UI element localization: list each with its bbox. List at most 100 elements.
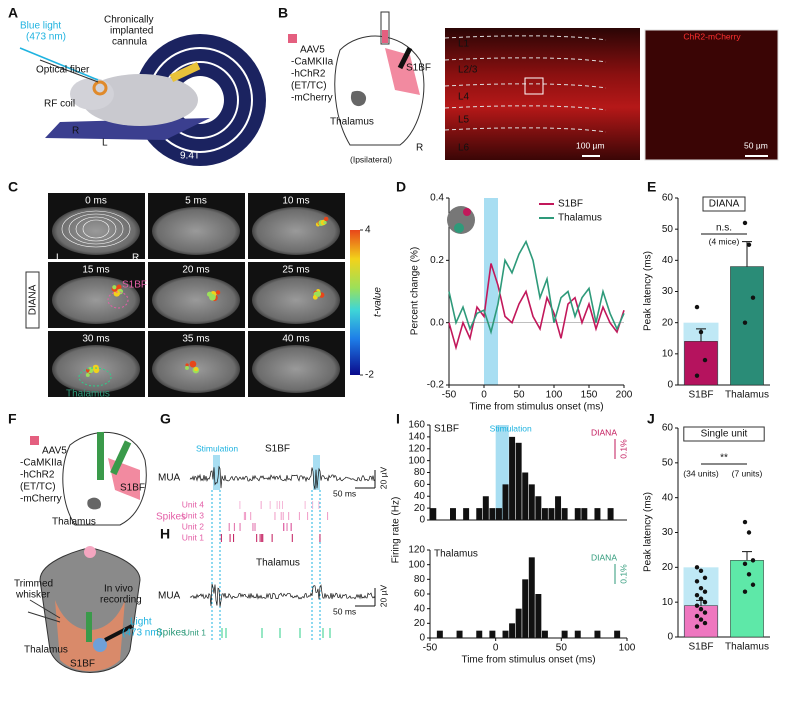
panel-label: H [160,526,170,542]
activation [85,373,90,377]
inset-roi [454,223,464,233]
activation [85,368,90,373]
activation [194,367,199,372]
histogram-bar [614,630,621,638]
frame-label: 30 ms [82,334,109,345]
x-tick-label: Thalamus [725,642,769,653]
y-tick-label: 120 [408,443,425,454]
data-point [702,599,708,605]
data-point [694,373,700,378]
label: AAV5 [300,45,325,56]
series-line [448,239,625,335]
side-label: R [132,253,139,264]
y-tick-label: 60 [414,479,426,490]
panel-label: F [8,411,17,427]
y-tick-label: 0 [419,515,425,526]
atlas-outline [61,210,131,248]
label: (473 nm) [122,628,162,639]
histogram-bar [535,496,542,520]
label: Thalamus [256,558,300,569]
y-tick-label: 160 [408,420,425,431]
label: MUA [158,591,181,602]
histogram-bar [594,508,601,520]
activation [323,220,327,225]
histogram-bar [561,508,568,520]
label: S1BF [406,63,431,74]
annotation: ** [720,453,728,464]
activation [185,363,189,367]
data-point [750,558,756,563]
label: S1BF [70,659,95,670]
histogram-bar [581,508,588,520]
layer-label: L1 [458,39,470,50]
label: -CaMKIIa [291,57,334,68]
frame-label: 0 ms [85,196,107,207]
frame-label: 25 ms [282,265,309,276]
x-tick-label: 50 [556,643,568,654]
data-point [742,320,748,325]
y-tick-label: 10 [662,597,674,608]
scale-label: 20 µV [378,466,388,489]
roi-label: Thalamus [66,389,110,400]
y-tick-label: 0 [419,633,425,644]
ephys-traces [189,455,376,640]
label: recording [100,595,142,606]
error-bar [742,551,752,561]
histogram-bar [450,508,456,520]
stain-label: ChR2-mCherry [683,31,741,41]
inset-roi [463,208,471,216]
label: -mCherry [20,494,62,505]
x-tick-label: 0 [481,390,487,401]
panel-c-images [48,193,345,397]
mua-trace [189,583,376,607]
histogram-bar [430,508,437,520]
bar [730,560,764,638]
data-point [742,519,748,525]
histogram-bar [502,630,509,638]
y-tick-label: 120 [408,545,425,556]
label: Optical fiber [36,65,90,76]
y-tick-label: 50 [662,457,674,468]
activation [112,285,117,290]
activation [209,293,216,301]
data-point [742,589,748,594]
overlay-label: DIANA [591,427,617,437]
scale-label: 50 ms [333,606,356,616]
unit-label: Unit 3 [182,510,204,520]
title-box [683,426,765,442]
frame-label: 35 ms [182,334,209,345]
label: (ET/TC) [20,482,56,493]
roi [107,291,129,309]
y-axis-label: Percent change (%) [410,247,421,335]
histogram-bar [541,630,548,638]
panel-a-illustration [19,34,266,166]
panel-label: B [278,5,288,21]
x-axis-label: Time from stimulus onset (ms) [461,655,595,666]
y-tick-label: 0 [667,380,673,391]
x-tick-label: 100 [619,643,636,654]
label: RF coil [44,99,75,110]
label: Spikes [156,628,186,639]
y-tick-label: 0.2 [430,255,444,266]
data-point [702,620,708,626]
label: -hChR2 [20,470,55,481]
chart-title: DIANA [709,199,740,210]
legend-label: S1BF [558,199,583,210]
label: Thalamus [52,517,96,528]
frame-label: 10 ms [282,196,309,207]
x-tick-label: 100 [546,390,563,401]
y-tick-label: 80 [414,467,426,478]
panel-label: A [8,5,18,21]
data-point [694,624,700,629]
scale-label: 50 ms [333,488,356,498]
activation [215,290,221,295]
data-point [694,579,700,584]
histogram-bar [522,579,529,638]
label: S1BF [120,483,145,494]
label: L [102,138,108,149]
panel-label: C [8,179,18,195]
colorbar-tick-label: -2 [365,370,374,381]
activation [189,360,197,368]
unit-label: Unit 4 [182,499,204,509]
